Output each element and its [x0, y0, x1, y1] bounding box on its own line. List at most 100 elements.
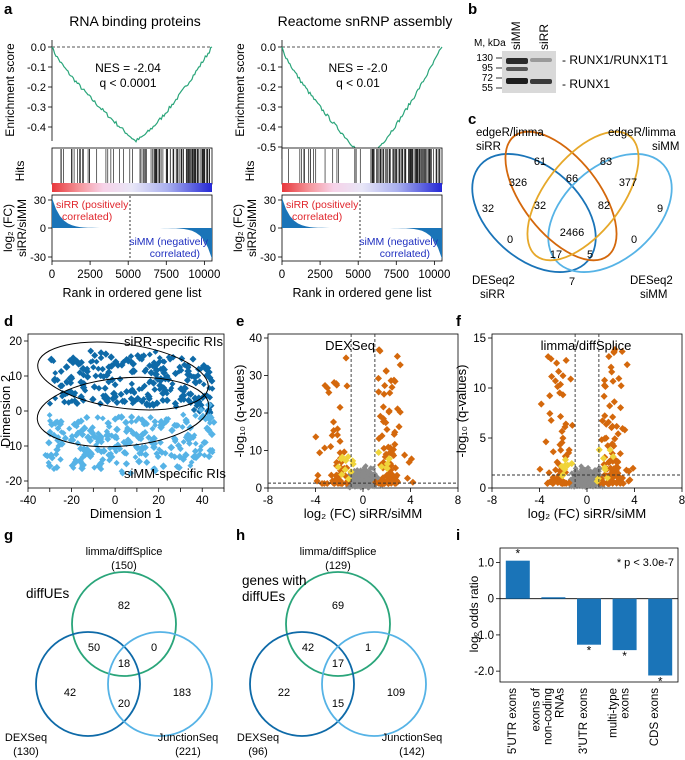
mds-point-simm [205, 452, 213, 461]
volcano-point-highlight [561, 456, 569, 464]
panel-label-d: d [4, 313, 13, 330]
mds-point-sirr [171, 369, 180, 378]
mds-point-sirr [189, 355, 197, 363]
mds-point-simm [127, 469, 135, 477]
venn-count: 0 [507, 234, 513, 246]
volcano-point-ns [586, 480, 593, 487]
venn-count: 32 [534, 200, 546, 212]
venn-right-count: (142) [399, 746, 425, 758]
x-tick-label: -40 [20, 495, 37, 507]
venn-label-deseq2-simm-2: siMM [640, 289, 667, 301]
volcano-point-sig [553, 359, 561, 367]
x-tick-label: 4 [407, 495, 414, 507]
mds-point-sirr [96, 400, 104, 408]
bars: * * * * [500, 547, 678, 688]
rank-xlabel: Rank in ordered gene list [293, 286, 432, 300]
mds-point-sirr [191, 378, 200, 387]
venn-count: 42 [302, 642, 314, 654]
mds-point-simm [94, 438, 102, 445]
mds-point-sirr [140, 396, 147, 403]
volcano-limma: -8 -4 0 4 8 0 5 10 15 limma/diffSplice log₂ (FC)… [454, 333, 685, 521]
mds-point-simm [192, 412, 199, 419]
y-tick-label: -2.0 [474, 666, 494, 678]
volcano-point-highlight [341, 466, 349, 474]
venn-circle-dexseq [249, 631, 355, 737]
volcano-point-sig [321, 444, 329, 452]
mds-point-sirr [209, 385, 216, 392]
volcano-point-sig [562, 420, 570, 428]
mds-point-simm [47, 417, 53, 424]
mds-point-simm [46, 412, 53, 418]
mds-point-simm [180, 438, 187, 445]
volcano-point-sig [565, 446, 573, 454]
volcano-point-sig [544, 353, 552, 361]
mds-point-simm [45, 439, 53, 447]
volcano-point-ns [352, 475, 359, 482]
mds-point-sirr [169, 380, 176, 387]
volcano-point-sig [608, 368, 616, 376]
x-tick-label: 10000 [188, 269, 220, 281]
volcano-point-sig [386, 389, 394, 397]
rank-tick-label: 0 [270, 223, 276, 235]
volcano-point-sig [623, 361, 631, 369]
mds-point-simm [163, 416, 170, 422]
x-tick-label: 4 [631, 495, 638, 507]
mds-point-sirr [101, 384, 109, 392]
mds-point-simm [192, 440, 199, 447]
mds-point-simm [113, 425, 121, 434]
venn-count: 83 [600, 156, 612, 168]
es-axis: 0.0 -0.1 -0.2 -0.3 -0.4 -0.5 [257, 40, 283, 159]
volcano-point-ns [365, 475, 371, 482]
bar [648, 598, 673, 676]
mds-point-sirr [183, 376, 191, 384]
volcano-point-sig [559, 372, 567, 380]
volcano-point-highlight [606, 446, 614, 454]
mds-point-sirr [71, 397, 78, 405]
volcano-point-highlight [600, 454, 608, 462]
venn-circle-limma [71, 571, 177, 677]
venn-count: 20 [118, 698, 130, 710]
x-tick-label: 0 [360, 495, 366, 507]
ranked-color-bar [52, 183, 212, 192]
category-label: 3'UTR exons [578, 688, 590, 754]
category-label: multi-type [608, 688, 620, 738]
venn-count: 82 [598, 200, 610, 212]
volcano-point-highlight [564, 461, 572, 469]
mds-point-sirr [185, 396, 193, 404]
mds-point-sirr [109, 394, 117, 403]
volcano-point-sig [332, 471, 340, 479]
volcano-point-sig [562, 356, 570, 364]
venn-heading: diffUEs [26, 586, 70, 601]
volcano-point-highlight [375, 448, 383, 457]
volcano-point-sig [554, 383, 562, 391]
x-tick-label: -8 [263, 495, 273, 507]
sirr-label-2: correlated) [62, 211, 112, 223]
mds-point-simm [132, 454, 139, 460]
western-blot: M, kDa siMM siRR 130 95 72 55 - RUNX1/RU… [474, 21, 668, 94]
mds-point-simm [171, 436, 179, 443]
ranked-metric-curve [52, 198, 212, 259]
volcano-point-sig [617, 404, 625, 412]
mds-point-simm [175, 463, 183, 472]
mds-point-simm [179, 423, 186, 431]
panel-label-h: h [236, 527, 245, 544]
volcano-point-ns [354, 469, 361, 475]
volcano-point-sig [601, 376, 609, 384]
volcano-point-sig [617, 382, 625, 390]
mds-point-simm [94, 414, 101, 421]
x-tick-label: -4 [310, 495, 321, 507]
volcano-point-sig [568, 421, 576, 429]
venn-right-label: JunctionSeq [382, 732, 443, 744]
label-sirr-specific: siRR-specific RIs [124, 334, 223, 349]
mds-point-simm [177, 445, 184, 453]
mds-point-simm [80, 446, 88, 454]
volcano-point-sig [555, 367, 563, 375]
volcano-point-highlight [383, 464, 391, 472]
mds-point-sirr [194, 372, 202, 379]
marker-55: 55 [482, 83, 494, 94]
mds-point-sirr [153, 375, 162, 383]
volcano-point-sig [323, 384, 331, 392]
venn-right-label: JunctionSeq [158, 732, 219, 744]
mds-point-simm [151, 465, 158, 472]
es-tick-label: -0.3 [257, 102, 276, 114]
